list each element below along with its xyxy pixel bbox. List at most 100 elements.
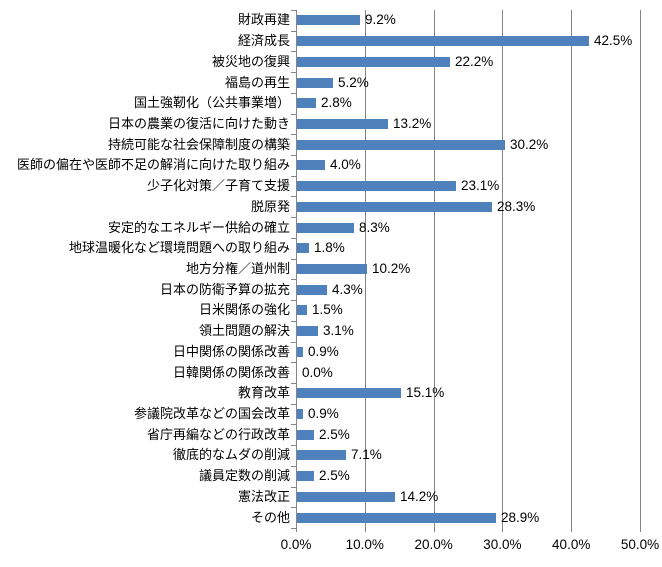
bar	[297, 36, 589, 46]
category-label: 日本の防衛予算の拡充	[159, 282, 290, 297]
value-label: 4.3%	[332, 282, 363, 297]
bar	[297, 513, 496, 523]
category-label: 日中関係の関係改善	[172, 344, 290, 359]
category-axis-tick	[291, 134, 296, 135]
gridline	[640, 10, 641, 528]
category-label: 被災地の復興	[211, 54, 290, 69]
bar	[297, 98, 316, 108]
x-axis-tick	[364, 528, 366, 532]
category-label: 参議院改革などの国会改革	[133, 406, 290, 421]
bar	[297, 388, 401, 398]
value-label: 23.1%	[461, 178, 500, 193]
category-axis-tick	[291, 528, 296, 529]
category-axis-tick	[291, 279, 296, 280]
x-tick-label: 40.0%	[552, 537, 591, 552]
category-axis-tick	[291, 114, 296, 115]
x-tick-label: 10.0%	[345, 537, 384, 552]
category-axis-tick	[291, 424, 296, 425]
value-label: 42.5%	[594, 33, 633, 48]
bar	[297, 326, 318, 336]
value-label: 4.0%	[330, 157, 361, 172]
category-label: 脱原発	[250, 199, 290, 214]
category-label: 省庁再編などの行政改革	[146, 427, 290, 442]
value-label: 0.0%	[302, 365, 333, 380]
bar	[297, 305, 307, 315]
value-label: 9.2%	[365, 12, 396, 27]
bar	[297, 57, 450, 67]
bar	[297, 223, 354, 233]
bar	[297, 140, 505, 150]
category-axis-tick	[291, 238, 296, 239]
bar	[297, 160, 325, 170]
value-label: 8.3%	[359, 220, 390, 235]
category-axis-tick	[291, 93, 296, 94]
category-axis-tick	[291, 300, 296, 301]
category-axis-tick	[291, 383, 296, 384]
value-label: 28.9%	[501, 510, 540, 525]
category-label: 持続可能な社会保障制度の構築	[107, 137, 290, 152]
category-label: その他	[250, 510, 290, 525]
value-label: 10.2%	[372, 261, 411, 276]
gridline	[502, 10, 504, 528]
category-label: 教育改革	[237, 385, 290, 400]
category-axis-tick	[291, 31, 296, 32]
value-label: 0.9%	[308, 344, 339, 359]
gridline	[433, 10, 435, 528]
category-axis-tick	[291, 176, 296, 177]
value-label: 7.1%	[351, 447, 382, 462]
category-label: 医師の偏在や医師不足の解消に向けた取り組み	[16, 157, 290, 172]
category-label: 少子化対策／子育て支援	[146, 178, 290, 193]
value-label: 1.5%	[312, 302, 343, 317]
category-label: 地方分権／道州制	[185, 261, 290, 276]
x-tick-label: 50.0%	[620, 537, 660, 552]
category-axis-tick	[291, 72, 296, 73]
value-label: 30.2%	[510, 137, 549, 152]
category-axis-tick	[291, 196, 296, 197]
value-label: 0.9%	[308, 406, 339, 421]
category-label: 経済成長	[237, 33, 290, 48]
bar	[297, 492, 395, 502]
category-axis-tick	[291, 466, 296, 467]
category-label: 議員定数の削減	[198, 468, 290, 483]
value-label: 2.8%	[321, 95, 352, 110]
value-label: 28.3%	[497, 199, 536, 214]
category-axis-tick	[291, 155, 296, 156]
gridline	[571, 10, 573, 528]
bar	[297, 264, 367, 274]
x-axis-tick	[296, 528, 297, 532]
value-label: 1.8%	[314, 240, 345, 255]
category-axis-tick	[291, 217, 296, 218]
plot-area: 9.2% 42.5% 22.2% 5.2% 2.8% 13.2% 30.2% 4.0% 23.1…	[291, 10, 641, 532]
value-label: 2.5%	[319, 427, 350, 442]
category-label: 財政再建	[237, 12, 290, 27]
category-axis-tick	[291, 362, 296, 363]
x-axis-tick	[502, 528, 504, 532]
category-label: 徹底的なムダの削減	[172, 447, 290, 462]
x-tick-label: 20.0%	[414, 537, 453, 552]
category-label: 福島の再生	[224, 75, 290, 90]
bar	[297, 202, 492, 212]
category-label: 憲法改正	[237, 489, 290, 504]
category-label: 国土強靭化（公共事業増）	[133, 95, 290, 110]
value-label: 3.1%	[323, 323, 354, 338]
category-axis-tick	[291, 51, 296, 52]
category-label: 安定的なエネルギー供給の確立	[107, 220, 290, 235]
bar	[297, 78, 333, 88]
value-label: 13.2%	[393, 116, 432, 131]
value-label: 14.2%	[400, 489, 439, 504]
x-axis-tick	[640, 528, 641, 532]
value-label: 2.5%	[319, 468, 350, 483]
value-label: 15.1%	[406, 385, 445, 400]
category-axis-tick	[291, 507, 296, 508]
category-label: 日韓関係の関係改善	[172, 365, 290, 380]
category-axis-tick	[291, 445, 296, 446]
category-label: 日米関係の強化	[198, 302, 290, 317]
bar	[297, 181, 456, 191]
x-axis-tick	[433, 528, 435, 532]
bar	[297, 347, 303, 357]
category-label: 領土問題の解決	[198, 323, 290, 338]
category-axis-tick	[291, 321, 296, 322]
category-axis-tick	[291, 487, 296, 488]
category-axis-tick	[291, 259, 296, 260]
